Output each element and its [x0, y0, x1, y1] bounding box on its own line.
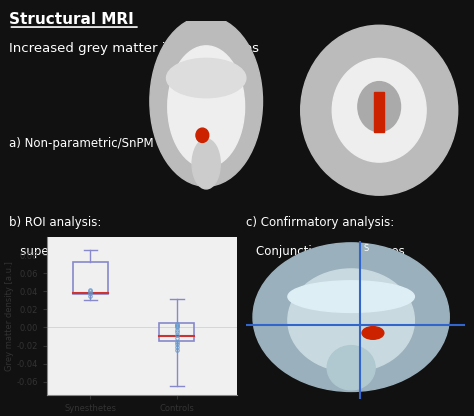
Text: Increased grey matter in synesthetes: Increased grey matter in synesthetes: [9, 42, 259, 54]
Text: a) Non-parametric/SnPM: a) Non-parametric/SnPM: [9, 137, 154, 150]
Ellipse shape: [288, 281, 414, 312]
Ellipse shape: [196, 128, 209, 142]
Bar: [374, 92, 384, 132]
Ellipse shape: [253, 243, 449, 391]
Ellipse shape: [301, 25, 458, 195]
Text: Conjunction across cases: Conjunction across cases: [256, 245, 405, 258]
Ellipse shape: [362, 327, 384, 339]
Bar: [73, 262, 108, 294]
Y-axis label: Grey matter density [a.u.]: Grey matter density [a.u.]: [5, 261, 14, 371]
Text: Structural MRI: Structural MRI: [9, 12, 134, 27]
Ellipse shape: [332, 58, 426, 162]
Ellipse shape: [192, 139, 220, 189]
Ellipse shape: [358, 82, 401, 132]
Ellipse shape: [327, 346, 375, 390]
Bar: [159, 323, 194, 341]
Ellipse shape: [168, 46, 245, 168]
Text: superior & inferior colliculus: superior & inferior colliculus: [9, 245, 187, 258]
Ellipse shape: [166, 58, 246, 98]
Ellipse shape: [288, 269, 414, 372]
Text: b) ROI analysis:: b) ROI analysis:: [9, 216, 102, 229]
Ellipse shape: [150, 16, 263, 186]
Text: c) Confirmatory analysis:: c) Confirmatory analysis:: [246, 216, 395, 229]
Text: S: S: [364, 245, 369, 253]
